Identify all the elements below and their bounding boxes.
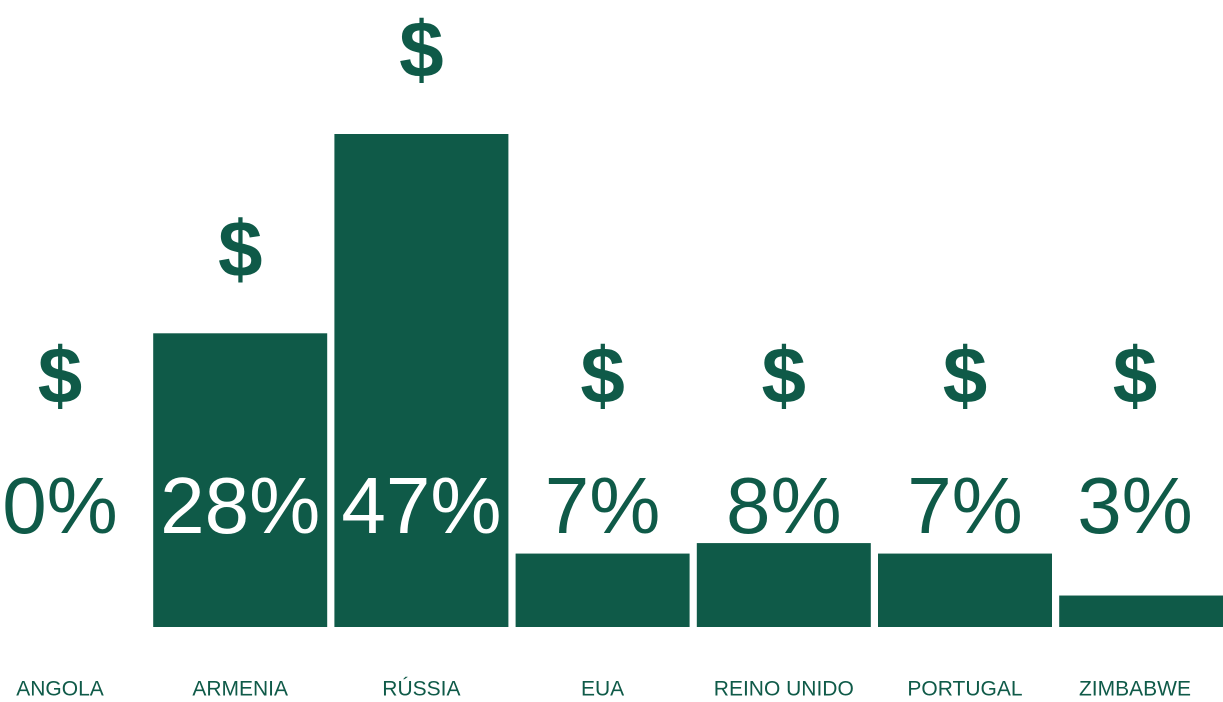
bar xyxy=(1059,595,1223,627)
bar xyxy=(696,543,871,627)
category-label: ARMENIA xyxy=(192,678,288,701)
dollar-symbol: $ xyxy=(399,5,444,94)
value-label: 28% xyxy=(160,461,320,550)
value-label: 3% xyxy=(1077,461,1193,550)
value-label: 47% xyxy=(341,461,501,550)
bar xyxy=(334,134,509,627)
value-label: 8% xyxy=(726,461,842,550)
category-label: REINO UNIDO xyxy=(714,678,854,701)
dollar-symbol: $ xyxy=(1113,331,1158,420)
category-label: ANGOLA xyxy=(16,678,104,701)
dollar-symbol: $ xyxy=(762,331,807,420)
bar xyxy=(878,553,1052,627)
category-label: RÚSSIA xyxy=(382,678,460,701)
category-label: ZIMBABWE xyxy=(1079,678,1191,701)
bar xyxy=(153,333,328,627)
dollar-symbol: $ xyxy=(943,331,988,420)
category-label: PORTUGAL xyxy=(907,678,1022,701)
value-label: 0% xyxy=(2,461,118,550)
bar xyxy=(515,553,690,627)
category-label: EUA xyxy=(581,678,624,701)
dollar-symbol: $ xyxy=(38,331,83,420)
dollar-symbol: $ xyxy=(580,331,625,420)
dollar-symbol: $ xyxy=(218,204,263,293)
value-label: 7% xyxy=(545,461,661,550)
value-label: 7% xyxy=(907,461,1023,550)
